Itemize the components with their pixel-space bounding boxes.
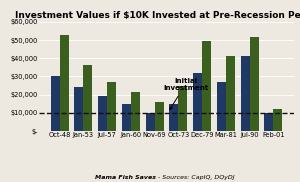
Text: Mama Fish Saves: Mama Fish Saves: [95, 175, 156, 180]
Bar: [74, 87, 83, 131]
Bar: [226, 56, 235, 131]
Bar: [193, 73, 202, 131]
Bar: [217, 82, 226, 131]
Bar: [60, 35, 69, 131]
Bar: [154, 102, 164, 131]
Legend: 10-Year Value (no dividends), 10-Year Value (dividends reinvested): 10-Year Value (no dividends), 10-Year Va…: [23, 180, 249, 182]
Bar: [146, 113, 154, 131]
Bar: [178, 86, 188, 131]
Bar: [273, 109, 282, 131]
Bar: [131, 92, 140, 131]
Title: Investment Values if $10K Invested at Pre-Recession Peaks: Investment Values if $10K Invested at Pr…: [15, 11, 300, 20]
Bar: [250, 37, 259, 131]
Bar: [264, 113, 273, 131]
Text: - Sources: CapIQ, DQyDJ: - Sources: CapIQ, DQyDJ: [156, 175, 235, 180]
Bar: [98, 96, 107, 131]
Bar: [51, 76, 60, 131]
Bar: [107, 82, 116, 131]
Bar: [202, 41, 211, 131]
Bar: [241, 56, 250, 131]
Bar: [83, 65, 92, 131]
Bar: [169, 104, 178, 131]
Text: Initial
Investment: Initial Investment: [163, 78, 208, 110]
Bar: [122, 104, 131, 131]
